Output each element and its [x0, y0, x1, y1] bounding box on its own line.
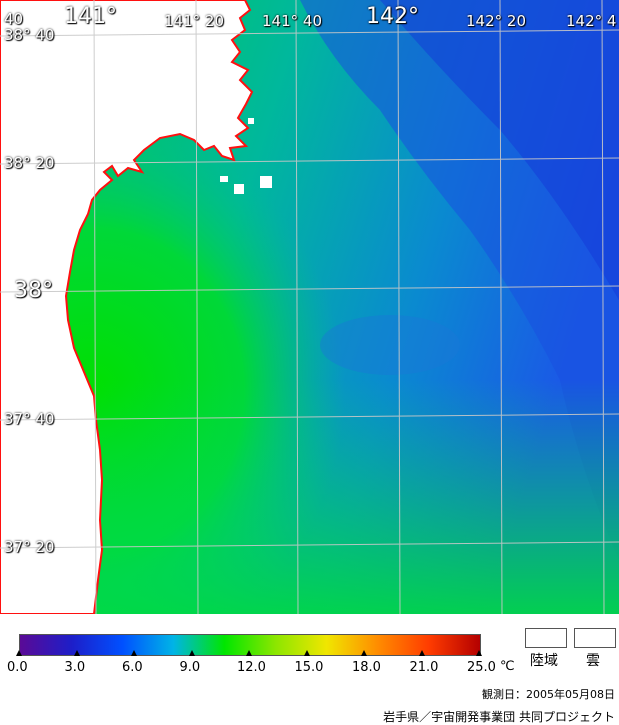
lat-label-38-40: 38° 40 — [4, 26, 55, 44]
cloud-legend-label: 雲 — [586, 653, 600, 669]
corner-label: 40 — [4, 10, 24, 28]
colorbar-tick-label: 6.0 — [122, 660, 143, 675]
lon-label-141-20: 141° 20 — [164, 12, 224, 30]
colorbar-tick-label: 15.0 — [294, 660, 324, 675]
credit-line: 岩手県／宇宙開発事業団 共同プロジェクト — [383, 710, 615, 724]
land-legend-label: 陸域 — [530, 653, 558, 669]
land-legend-swatch — [525, 628, 567, 648]
colorbar-tick — [246, 650, 252, 656]
sst-map: 40 141° 141° 20 141° 40 142° 142° 20 142… — [0, 0, 619, 615]
colorbar-tick — [188, 650, 195, 656]
lon-label-142-40: 142° 4 — [566, 12, 617, 30]
colorbar-tick-label: 0.0 — [7, 660, 28, 675]
colorbar-tick-label: 21.0 — [409, 660, 439, 675]
colorbar-tick-label: 25.0 — [467, 660, 496, 675]
lon-label-142: 142° — [366, 4, 419, 29]
colorbar-tick — [131, 650, 137, 656]
lon-label-142-20: 142° 20 — [466, 12, 526, 30]
colorbar-tick — [418, 650, 425, 656]
colorbar-tick-label: 9.0 — [179, 660, 201, 675]
lon-label-141: 141° — [64, 4, 117, 29]
cloud-legend-swatch — [574, 628, 616, 648]
colorbar-tick — [16, 650, 22, 656]
graticule — [0, 0, 619, 615]
lat-label-37-40: 37° 40 — [4, 410, 55, 428]
colorbar-tick — [361, 650, 367, 656]
observation-date: 観測日：2005年05月08日 — [482, 688, 615, 701]
colorbar-tick-label: 3.0 — [64, 660, 86, 675]
colorbar-tick — [73, 650, 80, 656]
colorbar-tick-label: 18.0 — [352, 660, 381, 675]
temperature-unit: ℃ — [500, 659, 515, 674]
lat-label-38: 38° — [14, 278, 53, 303]
eddy — [320, 315, 460, 375]
colorbar-tick-label: 12.0 — [237, 660, 266, 675]
colorbar-tick — [476, 650, 482, 656]
lon-label-141-40: 141° 40 — [262, 12, 322, 30]
colorbar-tick — [303, 650, 310, 656]
lat-label-37-20: 37° 20 — [4, 538, 55, 556]
lat-label-38-20: 38° 20 — [4, 154, 55, 172]
